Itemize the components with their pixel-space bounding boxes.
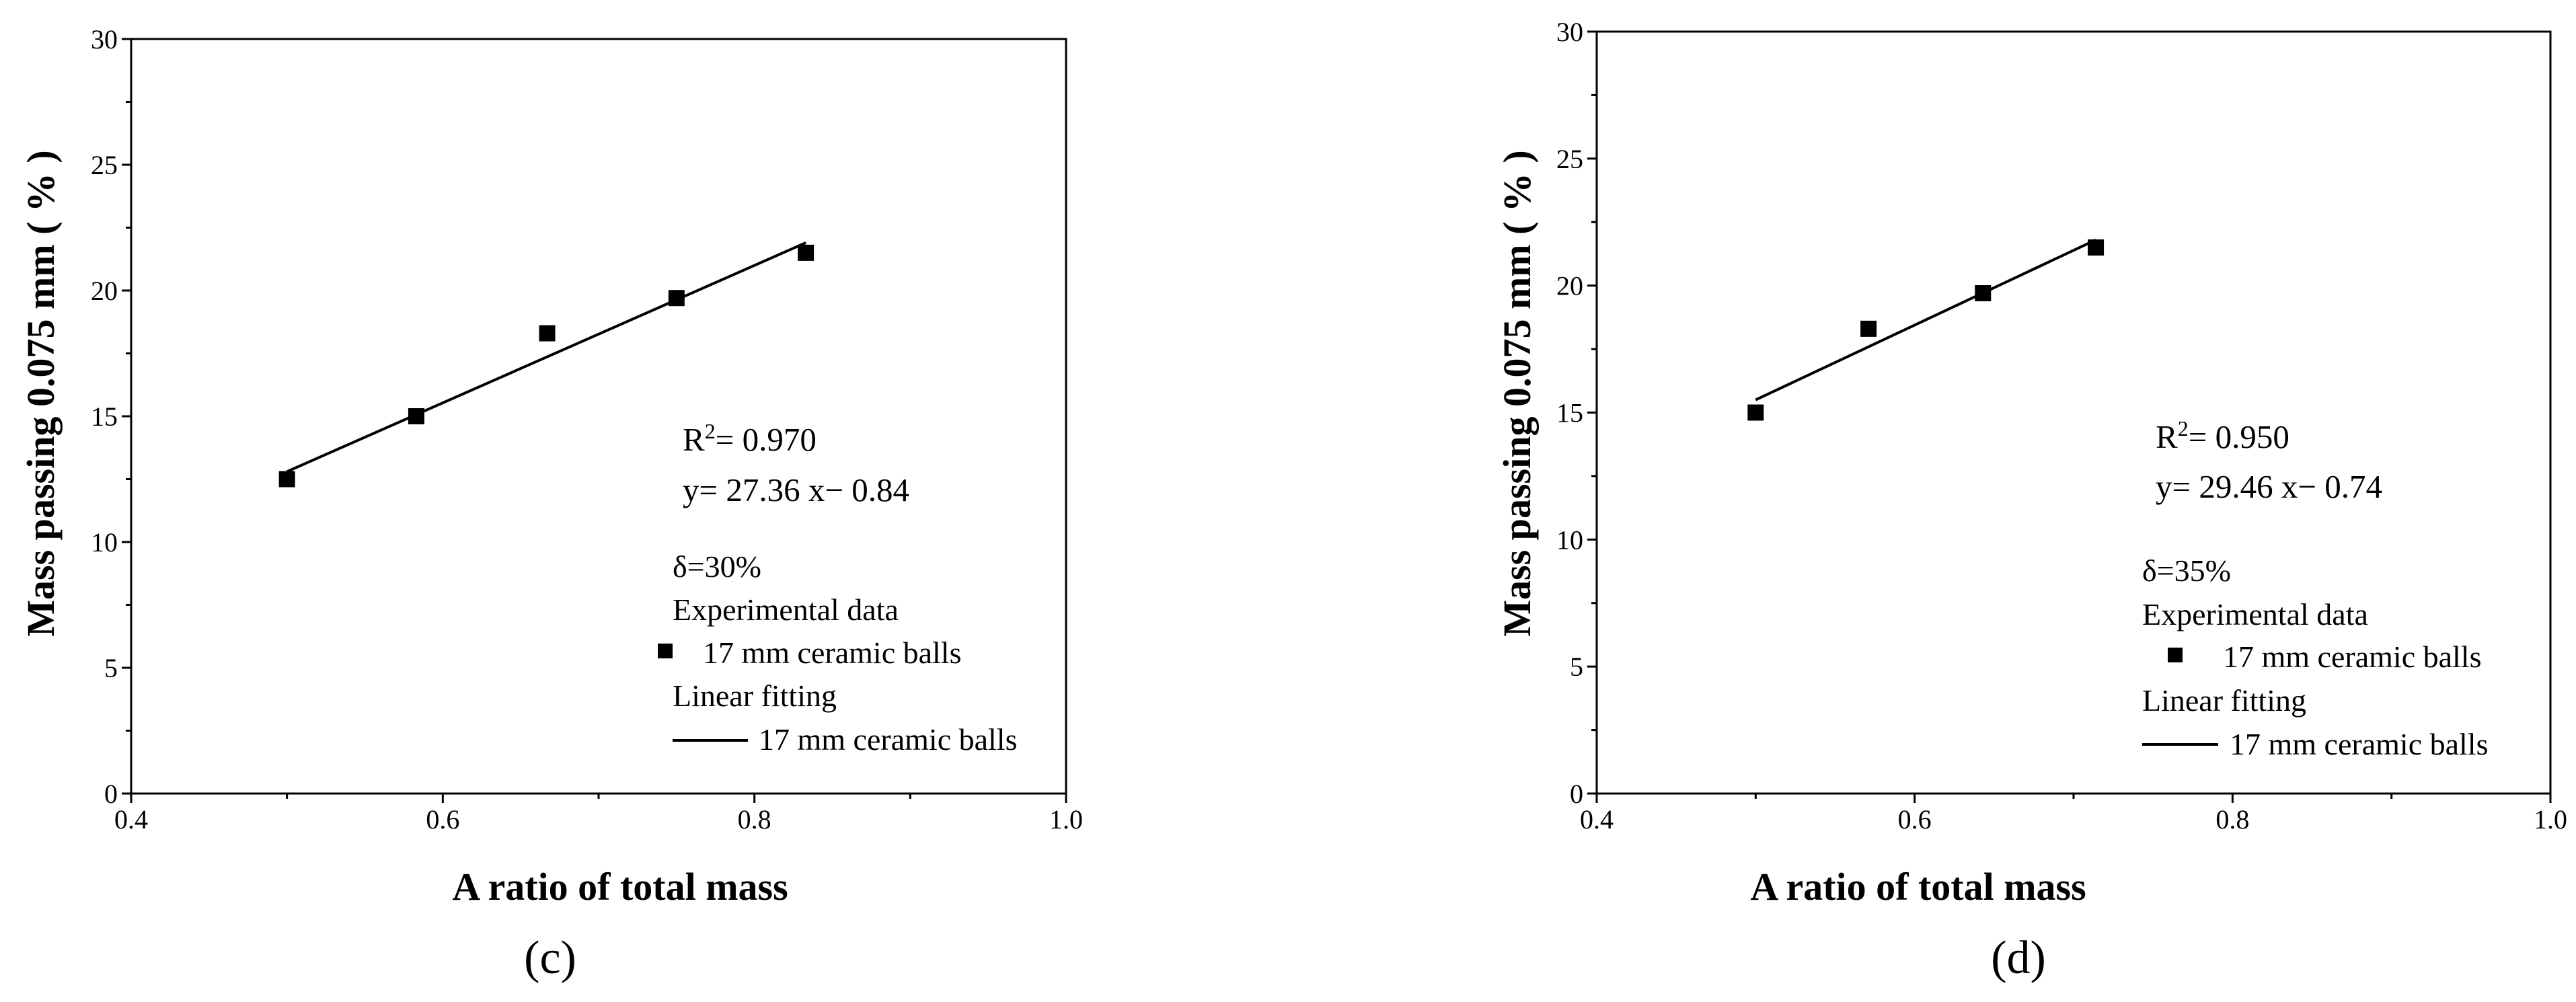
legend-experimental-entry: 17 mm ceramic balls: [703, 635, 962, 670]
y-tick-label: 25: [91, 150, 118, 180]
x-axis-title: A ratio of total mass: [1750, 865, 2086, 909]
legend-fitting-entry: 17 mm ceramic balls: [759, 722, 1018, 757]
data-point: [1747, 404, 1764, 421]
y-tick-label: 25: [1556, 144, 1583, 174]
r2-annotation: R2= 0.950: [2156, 416, 2289, 455]
chart-panel-d: 0 5 10 15 20 25 30 0.4 0.6 0.8 1.0 A ratio of tota…: [1288, 0, 2576, 1002]
y-tick-label: 5: [104, 653, 118, 683]
r2-prefix: R: [683, 421, 705, 458]
x-tick-label: 0.8: [738, 804, 771, 835]
r2-value: = 0.970: [716, 421, 817, 458]
y-tick-label: 20: [91, 276, 118, 306]
y-tick-label: 15: [1556, 398, 1583, 428]
y-axis-title: Mass passing 0.075 mm ( % ): [19, 150, 63, 636]
r2-superscript: 2: [2178, 416, 2189, 440]
x-tick-label: 0.6: [1898, 804, 1932, 835]
legend-experimental-title: Experimental data: [2142, 597, 2368, 631]
axes-group: 0 5 10 15 20 25 30 0.4 0.6 0.8 1.0: [1556, 17, 2567, 835]
chart-svg-d: 0 5 10 15 20 25 30 0.4 0.6 0.8 1.0 A ratio of tota…: [1495, 17, 2567, 984]
r2-superscript: 2: [705, 419, 716, 443]
marks-group: [1747, 238, 2105, 421]
r2-annotation: R2= 0.970: [683, 419, 817, 458]
delta-label: δ=35%: [2142, 553, 2231, 588]
marks-group: [278, 241, 815, 488]
equation-annotation: y= 27.36 x− 0.84: [683, 471, 909, 508]
y-tick-label: 0: [104, 779, 118, 809]
y-tick-label: 10: [1556, 525, 1583, 555]
x-tick-label: 0.4: [114, 804, 148, 835]
chart-panel-c: 0 5 10 15 20 25 30 0.4 0.6 0.8 1.0 A ratio of tota…: [19, 24, 1083, 984]
y-tick-label: 30: [1556, 17, 1583, 47]
data-point: [539, 325, 556, 342]
x-tick-label: 1.0: [1049, 804, 1083, 835]
r2-value: = 0.950: [2189, 418, 2289, 455]
delta-label: δ=30%: [673, 549, 761, 584]
axes-group: 0 5 10 15 20 25 30 0.4 0.6 0.8 1.0: [91, 24, 1083, 835]
data-point: [1860, 320, 1877, 337]
y-tick-label: 0: [1570, 779, 1583, 809]
y-tick-label: 20: [1556, 271, 1583, 301]
legend-square-marker: [658, 644, 673, 658]
panel-label: (c): [524, 932, 576, 984]
data-point: [798, 244, 815, 261]
x-tick-label: 0.6: [426, 804, 459, 835]
legend-fitting-title: Linear fitting: [673, 679, 837, 713]
x-tick-label: 0.4: [1580, 804, 1614, 835]
plot-frame: [130, 38, 1067, 795]
plot-frame: [1595, 30, 2552, 795]
r2-prefix: R: [2156, 418, 2178, 455]
x-tick-label: 1.0: [2534, 804, 2567, 835]
legend-fitting-entry: 17 mm ceramic balls: [2230, 727, 2489, 761]
fit-line: [286, 241, 806, 473]
legend-experimental-title: Experimental data: [673, 592, 899, 627]
data-point: [278, 471, 295, 488]
fit-line: [1755, 238, 2096, 401]
panel-label: (d): [1991, 932, 2046, 984]
y-tick-label: 10: [91, 527, 118, 557]
y-tick-label: 15: [91, 401, 118, 432]
legend-fitting-title: Linear fitting: [2142, 683, 2306, 718]
y-tick-label: 30: [91, 24, 118, 54]
legend-square-marker: [2168, 648, 2183, 662]
x-tick-label: 0.8: [2215, 804, 2249, 835]
y-tick-label: 5: [1570, 652, 1583, 682]
y-axis-title: Mass passing 0.075 mm ( % ): [1495, 150, 1539, 636]
legend-experimental-entry: 17 mm ceramic balls: [2223, 640, 2482, 674]
chart-svg-c: 0 5 10 15 20 25 30 0.4 0.6 0.8 1.0 A ratio of tota…: [19, 24, 1083, 984]
equation-annotation: y= 29.46 x− 0.74: [2156, 468, 2382, 505]
x-axis-title: A ratio of total mass: [452, 865, 788, 909]
